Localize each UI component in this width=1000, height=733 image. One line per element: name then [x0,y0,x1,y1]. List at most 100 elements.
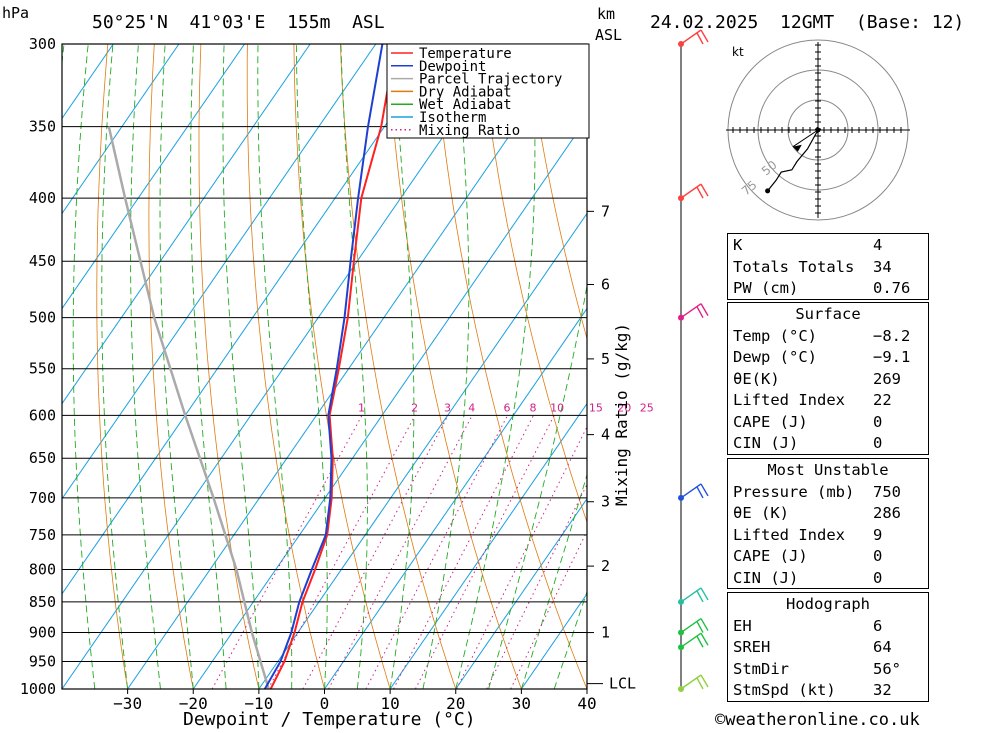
hodograph-stats-panel: Hodograph EH 6 SREH 64 StmDir 56° StmSpd (k… [727,592,929,702]
wet-adiabat-line [295,44,328,689]
wet-adiabat-line [389,44,415,689]
dry-adiabat-line [293,44,391,689]
dry-adiabat-line [246,44,325,689]
wet-adiabat-line [101,44,129,689]
footer-credit[interactable]: ©weatheronline.co.uk [715,710,920,730]
wind-barb [680,632,709,648]
isotherm-line [62,44,180,215]
x-axis-label: Dewpoint / Temperature (°C) [183,709,476,730]
location-title: 50°25'N 41°03'E 155m ASL [92,12,385,33]
wind-barb [680,674,709,690]
surface-row-cape: CAPE (J) 0 [733,412,883,431]
pressure-tick-label: 700 [29,489,56,507]
hodograph-unit: kt [732,45,744,59]
dry-adiabat-line [386,44,522,689]
wind-barb [680,29,709,45]
pressure-tick-label: 800 [29,560,56,578]
wind-barb [680,183,709,199]
legend-label: Dewpoint [419,59,486,75]
mixing-ratio-label: 6 [504,401,511,414]
temp-tick-label: −30 [113,694,142,713]
surface-row-dewp: Dewp (°C) −9.1 [733,348,911,366]
temp-tick-label: 0 [320,694,330,713]
temp-tick-label: −10 [244,694,273,713]
isotherm-line [127,44,574,689]
pressure-tick-label: 950 [29,653,56,671]
temperature-line [269,44,397,689]
dry-adiabat-line [992,44,1000,689]
asl-axis-title: ASL [595,26,623,44]
surface-row-li: Lifted Index 22 [733,391,892,409]
isotherm-line [62,44,508,689]
wet-adiabat-line [72,44,96,689]
pressure-tick-label: 450 [29,252,56,270]
hodo-row-eh: EH 6 [733,616,883,635]
dewpoint-line [263,44,384,689]
isotherm-line [62,44,442,595]
isotherm-line [62,44,114,120]
pressure-tick-label: 850 [29,593,56,611]
index-row-totals: Totals Totals 34 [733,257,892,276]
wind-barb [680,303,709,319]
wet-adiabat-line [130,44,161,689]
mu-row-cape: CAPE (J) 0 [733,547,883,565]
temp-tick-label: 20 [446,694,465,713]
isotherm-line [62,44,377,500]
mixing-ratio-line [365,415,509,689]
mixing-ratio-line [414,415,555,689]
mu-row-thetae: θE (K) 286 [733,504,901,522]
pressure-tick-label: 400 [29,189,56,207]
plot-area [62,44,1000,689]
wet-adiabat-line [422,44,470,689]
hodograph-end [765,188,771,194]
pressure-tick-label: 1000 [20,680,56,698]
pressure-tick-label: 350 [29,118,56,136]
km-tick-label: 5 [601,350,610,368]
wet-adiabat-line [257,44,293,689]
mixing-ratio-line [393,415,534,689]
legend-label: Parcel Trajectory [419,72,562,88]
hodo-row-stmspd: StmSpd (kt) 32 [733,681,892,699]
isotherm-line [389,402,587,689]
isotherm-line [62,44,311,405]
mixing-ratio-line [267,415,416,689]
mu-row-pressure: Pressure (mb) 750 [733,482,901,501]
pressure-tick-label: 600 [29,406,56,424]
mixing-ratio-label: 10 [550,401,564,414]
mu-row-cin: CIN (J) 0 [733,568,883,587]
dry-adiabat-line [198,44,260,689]
legend-label: Isotherm [419,110,486,126]
hodograph-trace [767,129,819,192]
plot-frame [61,43,588,690]
wet-adiabat-line [488,283,587,689]
copyright-icon: © [715,710,726,730]
mixing-ratio-label: 4 [468,401,475,414]
surface-panel: Surface Temp (°C) −8.2 Dewp (°C) −9.1 θE(K… [727,302,929,455]
isotherm-line [192,117,587,689]
isotherm-line [455,497,587,689]
pressure-tick-label: 300 [29,35,56,53]
storm-motion-arrowhead [792,144,802,152]
surface-row-cin: CIN (J) 0 [733,434,883,452]
km-tick-label: 3 [601,493,610,511]
isotherm-line [62,44,245,310]
surface-row-temp: Temp (°C) −8.2 [733,326,911,345]
dry-adiabat-line [945,44,1000,689]
mixing-ratio-line [486,483,587,689]
pressure-tick-label: 750 [29,526,56,544]
mixing-ratio-label: 2 [411,401,418,414]
isotherm-line [324,307,587,689]
mixing-ratio-line [456,425,587,689]
mixing-ratio-line [302,415,449,689]
legend-label: Dry Adiabat [419,84,512,100]
hodo-row-stmdir: StmDir 56° [733,659,901,678]
hodo-title: Hodograph [786,595,870,613]
dry-adiabat-line [148,44,194,689]
wet-adiabat-line [553,590,587,689]
mixing-ratio-label: 25 [640,401,654,414]
km-axis-title: km [597,5,616,23]
mu-row-li: Lifted Index 9 [733,525,883,544]
parcel-trajectory-line [107,126,270,689]
